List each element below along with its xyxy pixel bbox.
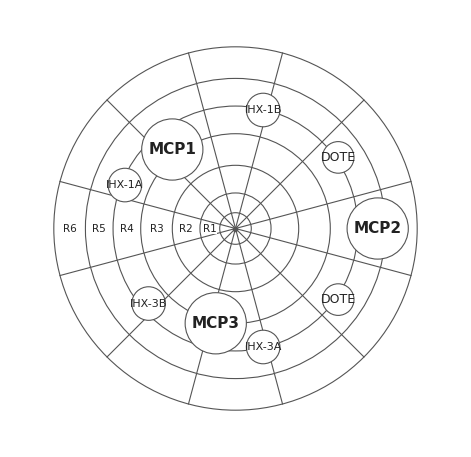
Circle shape [347, 198, 408, 259]
Text: IHX-3B: IHX-3B [130, 298, 167, 308]
Circle shape [132, 287, 165, 320]
Circle shape [246, 93, 280, 127]
Circle shape [185, 292, 246, 354]
Text: IHX-1A: IHX-1A [106, 180, 144, 190]
Text: IHX-1B: IHX-1B [244, 105, 282, 115]
Circle shape [246, 330, 280, 364]
Text: DOTE: DOTE [321, 293, 356, 306]
Text: MCP2: MCP2 [354, 221, 402, 236]
Text: MCP3: MCP3 [192, 316, 240, 331]
Text: R5: R5 [92, 223, 106, 234]
Text: MCP1: MCP1 [148, 142, 196, 157]
Text: R2: R2 [179, 223, 193, 234]
Text: R3: R3 [150, 223, 163, 234]
Text: DOTE: DOTE [321, 151, 356, 164]
Circle shape [142, 119, 203, 180]
Circle shape [322, 142, 354, 173]
Circle shape [322, 284, 354, 315]
Text: R6: R6 [63, 223, 76, 234]
Text: R4: R4 [120, 223, 134, 234]
Text: R1: R1 [203, 223, 217, 234]
Circle shape [108, 168, 142, 202]
Text: IHX-3A: IHX-3A [244, 342, 282, 352]
